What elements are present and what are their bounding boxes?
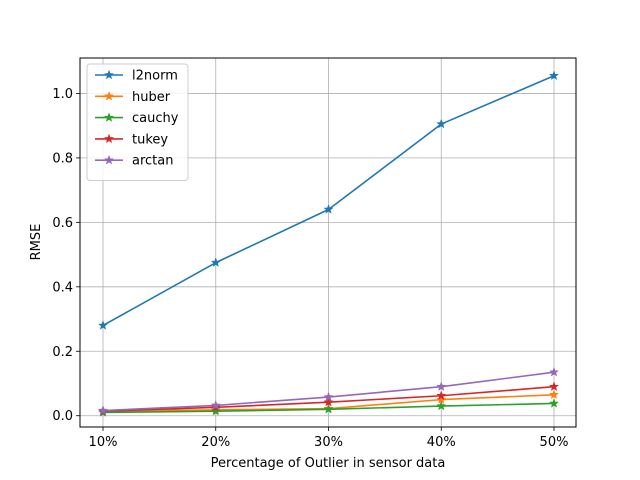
data-point-arctan — [323, 391, 334, 402]
y-tick-label: 1.0 — [52, 87, 73, 102]
series-l2norm — [97, 70, 560, 330]
series-group — [97, 70, 560, 417]
data-point-l2norm — [436, 118, 447, 129]
legend-marker-l2norm — [103, 69, 115, 80]
data-point-l2norm — [97, 320, 109, 330]
legend-label-cauchy: cauchy — [132, 111, 179, 126]
legend-label-huber: huber — [132, 90, 171, 105]
data-point-tukey — [436, 390, 447, 401]
legend: l2norm huber cauchy tukey arctan — [86, 63, 189, 181]
x-tick-label: 20% — [201, 435, 230, 450]
legend-label-arctan: arctan — [132, 154, 173, 169]
y-tick-label: 0.4 — [52, 280, 73, 295]
y-tick-label: 0.0 — [52, 409, 73, 424]
data-point-arctan — [97, 405, 109, 415]
legend-marker-huber — [103, 90, 115, 101]
legend-marker-arctan — [103, 154, 115, 165]
x-tick-label: 50% — [540, 435, 569, 450]
x-axis: 10% 20% 30% 40% 50% — [89, 427, 569, 450]
series-arctan — [97, 366, 560, 415]
data-point-tukey — [323, 396, 334, 407]
data-point-l2norm — [210, 257, 221, 267]
data-point-cauchy — [548, 398, 560, 408]
grid — [80, 58, 576, 427]
data-point-cauchy — [436, 400, 447, 411]
x-tick-label: 40% — [427, 435, 456, 450]
data-point-cauchy — [210, 405, 221, 416]
data-point-huber — [548, 389, 560, 400]
data-point-arctan — [548, 366, 560, 377]
plot-frame — [79, 57, 577, 428]
data-point-l2norm — [323, 204, 334, 214]
x-tick-label: 10% — [89, 435, 118, 450]
y-axis: 0.0 0.2 0.4 0.6 0.8 1.0 — [52, 87, 80, 424]
data-point-tukey — [548, 381, 560, 392]
data-point-arctan — [436, 381, 447, 392]
legend-marker-tukey — [103, 133, 115, 144]
data-point-l2norm — [548, 70, 560, 81]
legend-marker-cauchy — [103, 112, 115, 122]
y-tick-label: 0.8 — [52, 151, 73, 166]
x-tick-label: 30% — [314, 435, 343, 450]
legend-label-tukey: tukey — [132, 132, 168, 147]
data-point-cauchy — [323, 403, 334, 414]
x-axis-label: Percentage of Outlier in sensor data — [211, 456, 446, 471]
legend-label-l2norm: l2norm — [132, 69, 178, 84]
y-axis-label: RMSE — [29, 224, 44, 261]
data-point-arctan — [210, 400, 221, 410]
y-tick-label: 0.2 — [52, 345, 73, 360]
legend-box — [86, 63, 189, 181]
y-tick-label: 0.6 — [52, 216, 73, 231]
